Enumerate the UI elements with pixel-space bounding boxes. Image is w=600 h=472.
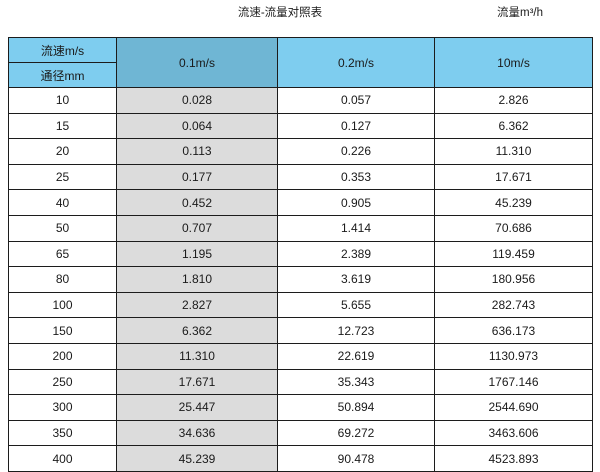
cell-flow-01: 6.362 [116, 317, 278, 344]
cell-diameter: 65 [8, 240, 117, 268]
corner-header-velocity: 流速m/s [8, 37, 117, 63]
cell-flow-01: 0.113 [116, 138, 278, 165]
cell-flow-10: 45.239 [434, 189, 593, 216]
table-header-row-top: 流速m/s 0.1m/s 0.2m/s 10m/s [8, 37, 593, 88]
cell-flow-10: 2.826 [434, 87, 593, 114]
cell-diameter: 50 [8, 214, 117, 242]
cell-diameter: 15 [8, 112, 117, 140]
cell-diameter: 80 [8, 266, 117, 293]
table-row: 40 0.452 0.905 45.239 [8, 189, 593, 216]
cell-flow-10: 17.671 [434, 163, 593, 191]
chart-title: 流速-流量对照表 [237, 7, 323, 19]
table-header-row-bottom: 通径mm [8, 62, 593, 88]
cell-flow-10: 4523.893 [434, 445, 593, 472]
cell-flow-01: 2.827 [116, 291, 278, 319]
cell-flow-02: 2.389 [277, 240, 435, 268]
cell-flow-10: 282.743 [434, 291, 593, 319]
cell-diameter: 250 [8, 368, 117, 396]
table-row: 350 34.636 69.272 3463.606 [8, 419, 593, 447]
column-header-velocity-1: 0.2m/s [277, 37, 435, 88]
cell-flow-02: 69.272 [277, 419, 435, 447]
table-row: 15 0.064 0.127 6.362 [8, 112, 593, 140]
cell-diameter: 200 [8, 342, 117, 370]
table-row: 80 1.810 3.619 180.956 [8, 266, 593, 293]
cell-flow-10: 2544.690 [434, 394, 593, 421]
cell-flow-01: 1.195 [116, 240, 278, 268]
table-row: 200 11.310 22.619 1130.973 [8, 342, 593, 370]
cell-flow-10: 11.310 [434, 138, 593, 165]
cell-flow-01: 1.810 [116, 266, 278, 293]
cell-flow-01: 11.310 [116, 342, 278, 370]
cell-flow-10: 6.362 [434, 112, 593, 140]
cell-flow-10: 1767.146 [434, 368, 593, 396]
cell-flow-01: 25.447 [116, 394, 278, 421]
table-row: 150 6.362 12.723 636.173 [8, 317, 593, 344]
cell-flow-02: 0.905 [277, 189, 435, 216]
table-row: 100 2.827 5.655 282.743 [8, 291, 593, 319]
caption-strip: 流速-流量对照表 流量m³/h [0, 0, 600, 32]
table-row: 250 17.671 35.343 1767.146 [8, 368, 593, 396]
flow-unit-label: 流量m³/h [497, 7, 543, 19]
cell-flow-02: 22.619 [277, 342, 435, 370]
table-row: 50 0.707 1.414 70.686 [8, 214, 593, 242]
cell-flow-01: 0.452 [116, 189, 278, 216]
cell-flow-01: 45.239 [116, 445, 278, 472]
cell-flow-01: 0.064 [116, 112, 278, 140]
cell-diameter: 350 [8, 419, 117, 447]
cell-flow-10: 636.173 [434, 317, 593, 344]
cell-flow-02: 0.226 [277, 138, 435, 165]
cell-flow-02: 0.127 [277, 112, 435, 140]
cell-diameter: 20 [8, 138, 117, 165]
table-row: 10 0.028 0.057 2.826 [8, 87, 593, 114]
column-header-velocity-0: 0.1m/s [116, 37, 278, 88]
table-row: 25 0.177 0.353 17.671 [8, 163, 593, 191]
cell-diameter: 40 [8, 189, 117, 216]
flow-velocity-table-wrapper: 流速m/s 0.1m/s 0.2m/s 10m/s 通径mm 10 0.028 … [8, 37, 593, 472]
table-row: 400 45.239 90.478 4523.893 [8, 445, 593, 472]
cell-flow-02: 0.057 [277, 87, 435, 114]
cell-flow-10: 3463.606 [434, 419, 593, 447]
cell-flow-10: 180.956 [434, 266, 593, 293]
cell-flow-01: 17.671 [116, 368, 278, 396]
table-row: 300 25.447 50.894 2544.690 [8, 394, 593, 421]
table-row: 65 1.195 2.389 119.459 [8, 240, 593, 268]
column-header-velocity-2: 10m/s [434, 37, 593, 88]
cell-diameter: 25 [8, 163, 117, 191]
cell-flow-02: 0.353 [277, 163, 435, 191]
cell-diameter: 300 [8, 394, 117, 421]
cell-flow-02: 5.655 [277, 291, 435, 319]
cell-flow-02: 90.478 [277, 445, 435, 472]
cell-flow-02: 1.414 [277, 214, 435, 242]
corner-header-diameter: 通径mm [8, 62, 117, 88]
cell-diameter: 150 [8, 317, 117, 344]
cell-flow-01: 34.636 [116, 419, 278, 447]
cell-flow-02: 3.619 [277, 266, 435, 293]
cell-diameter: 100 [8, 291, 117, 319]
cell-diameter: 10 [8, 87, 117, 114]
cell-flow-10: 70.686 [434, 214, 593, 242]
cell-diameter: 400 [8, 445, 117, 472]
cell-flow-01: 0.028 [116, 87, 278, 114]
cell-flow-02: 50.894 [277, 394, 435, 421]
cell-flow-10: 119.459 [434, 240, 593, 268]
cell-flow-02: 35.343 [277, 368, 435, 396]
cell-flow-01: 0.707 [116, 214, 278, 242]
cell-flow-02: 12.723 [277, 317, 435, 344]
cell-flow-10: 1130.973 [434, 342, 593, 370]
cell-flow-01: 0.177 [116, 163, 278, 191]
flow-velocity-table: 流速m/s 0.1m/s 0.2m/s 10m/s 通径mm 10 0.028 … [8, 37, 593, 472]
table-row: 20 0.113 0.226 11.310 [8, 138, 593, 165]
table-body: 流速m/s 0.1m/s 0.2m/s 10m/s 通径mm 10 0.028 … [8, 37, 593, 472]
